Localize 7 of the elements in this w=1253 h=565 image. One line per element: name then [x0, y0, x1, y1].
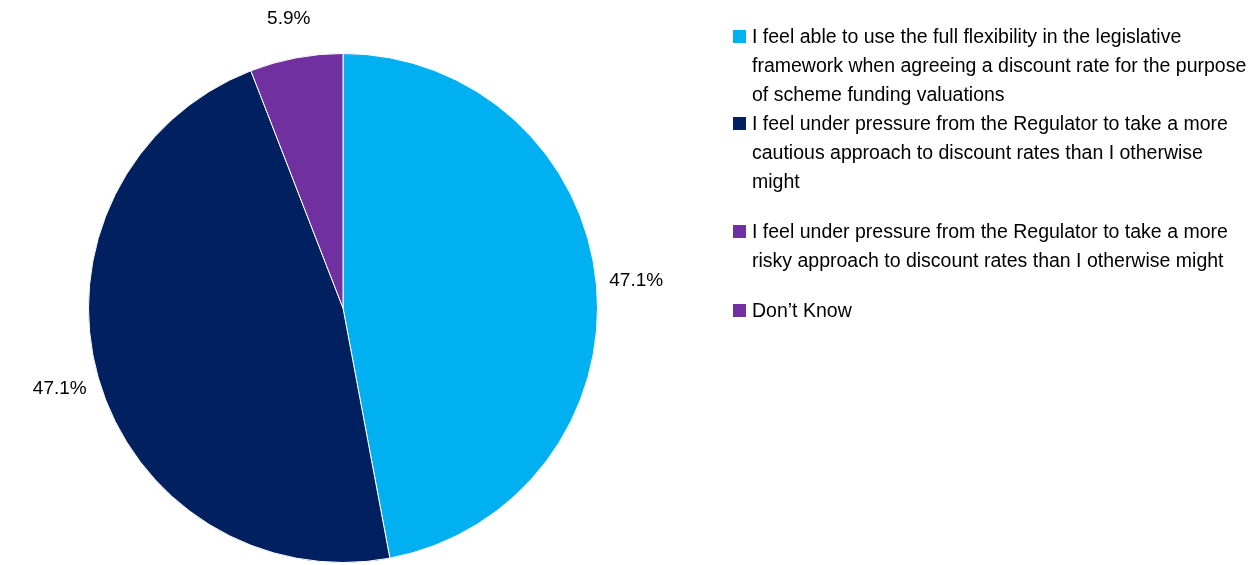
- data-label: 47.1%: [32, 376, 87, 398]
- legend-label: I feel under pressure from the Regulator to take a more cautious approach to discount rates than I otherwise might: [752, 111, 1229, 194]
- data-label: 47.1%: [609, 269, 664, 291]
- legend-label: Don’t Know: [752, 298, 852, 323]
- legend-label: I feel under pressure from the Regulator to take a more risky approach to discount rates than I otherwise might: [752, 219, 1229, 273]
- data-label: 5.9%: [267, 6, 311, 28]
- legend-label: I feel able to use the full flexibility in the legislative framework when agreeing a discount rate for the purpose of scheme funding valuations: [752, 24, 1248, 107]
